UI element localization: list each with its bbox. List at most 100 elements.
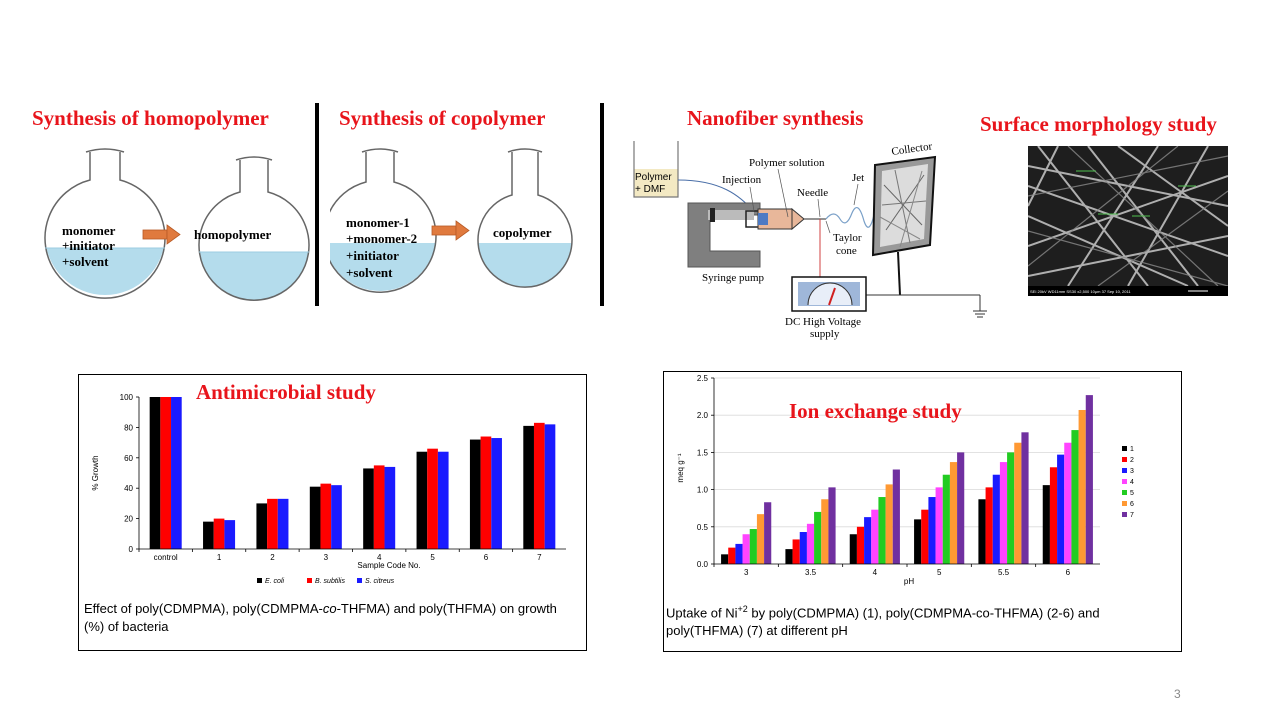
bar	[792, 539, 800, 564]
copolymer-title: Synthesis of copolymer	[339, 106, 546, 130]
bar	[416, 451, 428, 549]
bar	[469, 439, 481, 549]
y-tick-label: 2.0	[697, 411, 709, 420]
bar	[1071, 430, 1079, 564]
bar	[224, 520, 236, 549]
x-tick-label: 6	[1066, 568, 1071, 577]
x-tick-label: 3	[324, 553, 329, 562]
antimicrobial-caption: Effect of poly(CDMPMA), poly(CDMPMA-co-T…	[84, 600, 574, 636]
bar	[828, 487, 836, 564]
bar	[892, 469, 900, 564]
legend-label: 3	[1130, 468, 1134, 475]
bar	[814, 511, 822, 564]
x-tick-label: 3.5	[805, 568, 817, 577]
bar	[277, 498, 289, 549]
x-tick-label: 1	[217, 553, 222, 562]
bar	[1049, 467, 1058, 564]
bar	[756, 514, 765, 564]
voltage-meter-icon	[791, 276, 867, 312]
bar	[799, 532, 807, 564]
page-number: 3	[1174, 687, 1181, 701]
y-tick-label: 0.0	[697, 560, 709, 569]
morphology-title: Surface morphology study	[980, 112, 1217, 136]
bar	[914, 519, 922, 564]
bar	[203, 521, 214, 549]
flask-label: copolymer	[493, 225, 552, 240]
caption-superscript: +2	[737, 604, 748, 614]
legend-swatch	[1122, 479, 1127, 484]
syringe-icon	[745, 207, 826, 231]
flask-label: homopolymer	[194, 227, 272, 242]
bar	[749, 529, 757, 564]
bar	[533, 422, 545, 549]
x-tick-label: 5	[430, 553, 435, 562]
flask-label: monomer	[62, 223, 116, 238]
legend-swatch	[357, 578, 362, 583]
bar	[978, 499, 986, 564]
ground-icon	[973, 310, 987, 318]
bar	[942, 474, 950, 564]
antimicrobial-chart: 0 20 40 60 80 100 control 1 2 3 4 5 6 7 Sample Code N…	[91, 393, 566, 585]
bar	[1057, 454, 1065, 564]
bar	[785, 549, 793, 564]
x-tick-label: 7	[537, 553, 542, 562]
bar	[735, 543, 743, 564]
legend-label: 1	[1130, 446, 1134, 453]
caption-italic: co	[322, 601, 337, 616]
bar	[871, 509, 879, 564]
legend-swatch	[1122, 512, 1127, 517]
bar	[1064, 442, 1072, 564]
bar	[885, 484, 893, 564]
bar	[985, 487, 993, 564]
bar	[1085, 395, 1093, 564]
legend-label: 4	[1130, 479, 1134, 486]
bar	[384, 466, 396, 549]
beaker-label: Polymer	[635, 172, 672, 183]
legend-label: 2	[1130, 457, 1134, 464]
ion-exchange-title: Ion exchange study	[789, 399, 962, 423]
chart-xlabel: pH	[904, 577, 914, 586]
bar	[864, 517, 872, 564]
x-tick-label: 4	[377, 553, 382, 562]
x-tick-label: control	[154, 553, 178, 562]
bar	[921, 509, 929, 564]
beaker-label: + DMF	[635, 184, 665, 195]
y-tick-label: 2.5	[697, 374, 709, 383]
bar	[721, 554, 729, 564]
flask-label: +initiator	[346, 248, 399, 263]
legend-label: S. citreus	[365, 578, 395, 585]
x-tick-label: 4	[873, 568, 878, 577]
dc-supply-label: DC High Voltage	[785, 316, 861, 328]
legend-swatch	[257, 578, 262, 583]
bar	[437, 451, 449, 549]
bar	[544, 424, 556, 549]
bar	[160, 397, 172, 549]
homopolymer-title: Synthesis of homopolymer	[32, 106, 269, 130]
y-tick-label: 80	[124, 423, 133, 432]
legend-label: B. subtilis	[315, 578, 345, 585]
legend-swatch	[1122, 446, 1127, 451]
caption-text: Effect of poly(CDMPMA), poly(CDMPMA-	[84, 601, 323, 616]
flask-icon	[477, 148, 573, 288]
bar	[742, 534, 750, 564]
collector-icon	[871, 155, 937, 296]
electrospinning-diagram: Polymer + DMF Syringe pump Polymer solut…	[633, 140, 987, 340]
sem-image: SEI 20kV WD11mm SS30 x2,500 10μm 37 Sep …	[1028, 146, 1228, 296]
injection-label: Injection	[722, 174, 762, 186]
bar	[309, 486, 321, 549]
polymer-solution-label: Polymer solution	[749, 157, 825, 169]
antimicrobial-title: Antimicrobial study	[196, 380, 376, 404]
legend-swatch	[1122, 501, 1127, 506]
bar	[1078, 409, 1086, 564]
bar	[320, 483, 332, 549]
bar	[1021, 432, 1029, 564]
beaker-icon	[633, 141, 679, 198]
bar	[1014, 442, 1022, 564]
caption-text: Uptake of Ni	[666, 605, 738, 621]
y-tick-label: 1.0	[697, 486, 709, 495]
copolymer-diagram: monomer-1 +monomer-2 +initiator +solvent…	[330, 148, 573, 293]
legend-label: 5	[1130, 490, 1134, 497]
bar	[523, 425, 534, 549]
bar	[373, 465, 385, 549]
bar	[764, 502, 772, 564]
